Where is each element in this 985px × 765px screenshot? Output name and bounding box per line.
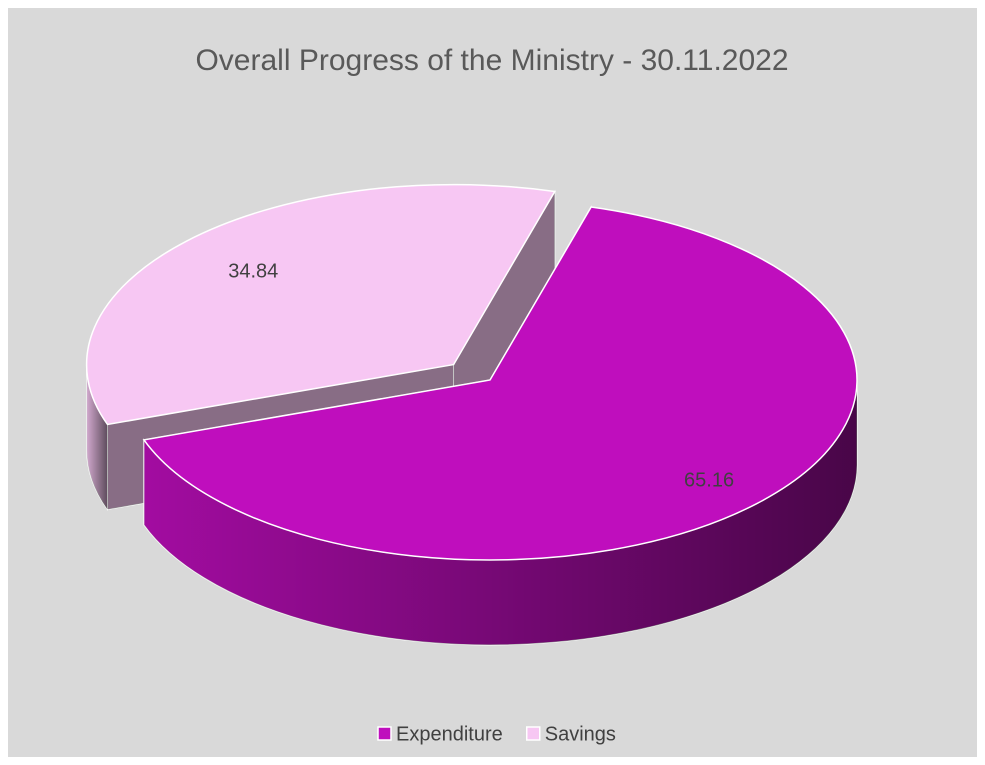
slice-top	[142, 206, 858, 561]
pie: 34.84 65.16	[85, 183, 858, 646]
legend-swatch	[526, 726, 541, 741]
legend-label: Savings	[545, 723, 616, 745]
data-label: 34.84	[228, 260, 278, 282]
slice	[142, 205, 858, 646]
slice-top	[85, 183, 556, 426]
chart-title: Overall Progress of the Ministry - 30.11…	[195, 44, 788, 77]
legend-label: Expenditure	[396, 723, 503, 745]
legend: Expenditure Savings	[377, 723, 616, 745]
data-label: 65.16	[684, 469, 734, 491]
slice-wall-shade	[86, 364, 108, 510]
slice-wall-shade	[143, 380, 858, 645]
legend-swatch	[377, 726, 392, 741]
